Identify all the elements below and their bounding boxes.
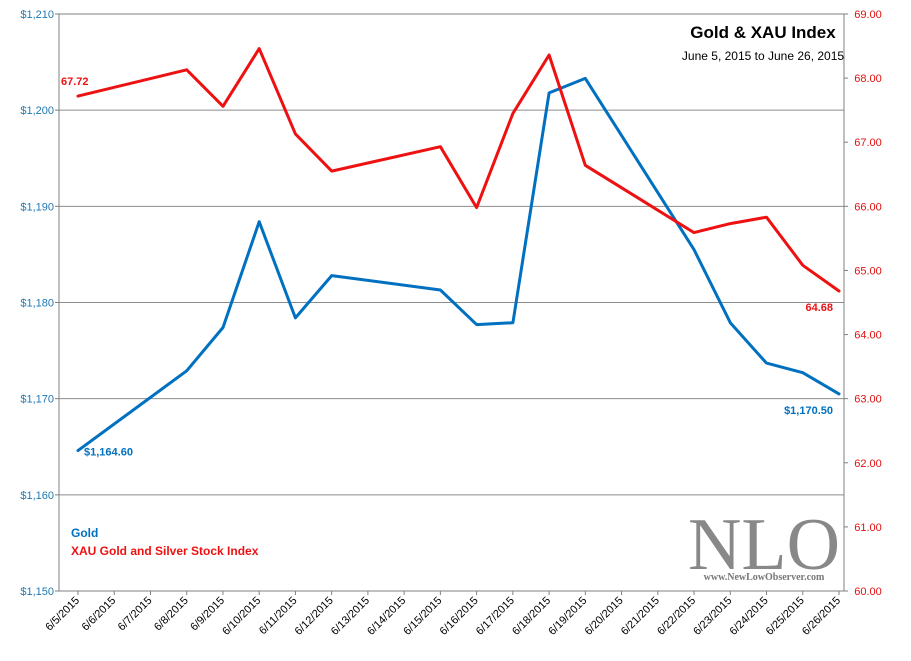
- left-tick-label: $1,200: [20, 105, 54, 117]
- x-axis: 6/5/20156/6/20156/7/20156/8/20156/9/2015…: [43, 591, 843, 638]
- right-tick-label: 65.00: [854, 265, 882, 277]
- left-axis: $1,150 $1,160 $1,170 $1,180 $1,190 $1,200 $1,2…: [20, 9, 59, 598]
- chart-subtitle: June 5, 2015 to June 26, 2015: [682, 49, 844, 63]
- series-lines: [76, 47, 841, 453]
- x-tick-label: 6/6/2015: [80, 595, 119, 634]
- right-tick-label: 61.00: [854, 522, 882, 534]
- x-tick-label: 6/13/2015: [329, 595, 372, 638]
- right-tick-label: 64.00: [854, 330, 882, 342]
- right-tick-label: 60.00: [854, 586, 882, 598]
- legend-xau: XAU Gold and Silver Stock Index: [71, 544, 259, 558]
- left-tick-label: $1,210: [20, 9, 54, 21]
- xau-line: [76, 47, 841, 293]
- left-tick-label: $1,160: [20, 490, 54, 502]
- left-tick-label: $1,190: [20, 201, 54, 213]
- x-tick-label: 6/19/2015: [546, 595, 589, 638]
- x-tick-label: 6/7/2015: [116, 595, 155, 634]
- data-label: $1,170.50: [784, 405, 833, 417]
- x-tick-label: 6/24/2015: [728, 595, 771, 638]
- right-axis: 60.00 61.00 62.00 63.00 64.00 65.00 66.00 67.00…: [844, 9, 882, 598]
- nlo-url-text: www.NewLowObserver.com: [704, 572, 825, 583]
- x-tick-label: 6/12/2015: [293, 595, 336, 638]
- x-tick-label: 6/8/2015: [152, 595, 191, 634]
- gold-line: [76, 76, 841, 453]
- left-tick-label: $1,170: [20, 394, 54, 406]
- x-tick-label: 6/17/2015: [474, 595, 517, 638]
- data-label: $1,164.60: [84, 447, 133, 459]
- right-tick-label: 68.00: [854, 73, 882, 85]
- x-tick-label: 6/16/2015: [438, 595, 481, 638]
- x-tick-label: 6/25/2015: [764, 595, 807, 638]
- right-tick-label: 69.00: [854, 9, 882, 21]
- x-tick-label: 6/21/2015: [619, 595, 662, 638]
- data-label: 64.68: [805, 302, 833, 314]
- x-tick-label: 6/5/2015: [43, 595, 82, 634]
- nlo-logo: NLO www.NewLowObserver.com: [688, 504, 840, 586]
- right-tick-label: 62.00: [854, 458, 882, 470]
- left-tick-label: $1,180: [20, 298, 54, 310]
- right-tick-label: 67.00: [854, 137, 882, 149]
- x-tick-label: 6/26/2015: [800, 595, 843, 638]
- legend-gold: Gold: [71, 526, 98, 540]
- x-tick-label: 6/18/2015: [510, 595, 553, 638]
- right-tick-label: 66.00: [854, 201, 882, 213]
- right-tick-label: 63.00: [854, 394, 882, 406]
- x-tick-label: 6/22/2015: [655, 595, 698, 638]
- left-tick-label: $1,150: [20, 586, 54, 598]
- data-label: 67.72: [61, 76, 89, 88]
- x-tick-label: 6/14/2015: [365, 595, 408, 638]
- chart-title: Gold & XAU Index: [690, 23, 836, 42]
- x-tick-label: 6/23/2015: [691, 595, 734, 638]
- x-tick-label: 6/20/2015: [583, 595, 626, 638]
- x-tick-label: 6/15/2015: [401, 595, 444, 638]
- data-labels: $1,164.60 $1,170.50 67.72 64.68: [61, 76, 833, 459]
- nlo-logo-text: NLO: [688, 504, 840, 586]
- x-tick-label: 6/10/2015: [220, 595, 263, 638]
